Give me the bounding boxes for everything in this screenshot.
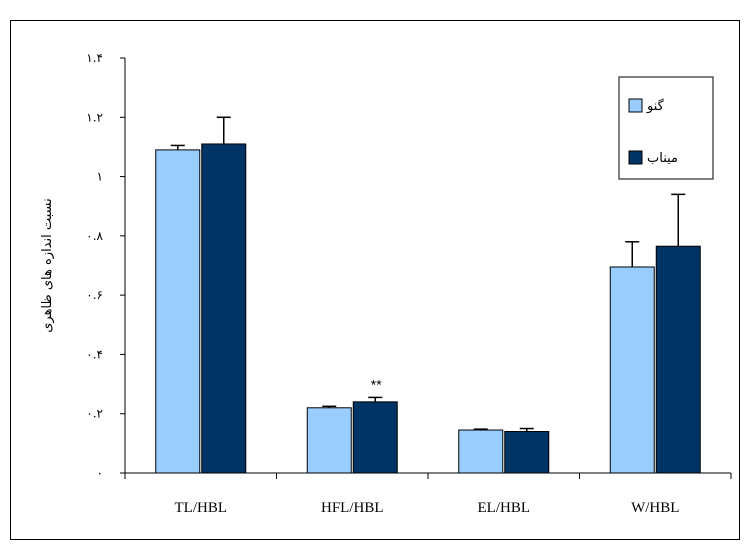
bar-chart: ۰ ۰.۲ ۰.۴ ۰.۶ ۰.۸ ۱ ۱.۲ ۱.۴ TL/HBL HFL/HBL EL/HBL… [40,51,732,516]
y-tick-label: ۰.۴ [86,347,103,361]
legend-swatch [628,98,643,113]
y-tick-label: ۰.۶ [86,288,103,302]
x-tick-label: HFL/HBL [321,500,384,516]
bar [655,245,701,474]
x-tick-label: EL/HBL [478,500,531,516]
bar [201,143,247,474]
y-tick-label: ۰ [97,466,103,480]
bar [352,401,398,474]
legend: گنو میناب [618,76,714,180]
y-tick-label: ۰.۲ [86,407,103,421]
y-axis-label: نسبت اندازه های ظاهری [40,198,55,333]
annotations: ** [371,376,382,392]
y-tick-label: ۰.۸ [86,229,103,243]
bar [155,149,201,474]
chart-frame: ۰ ۰.۲ ۰.۴ ۰.۶ ۰.۸ ۱ ۱.۲ ۱.۴ TL/HBL HFL/HBL EL/HBL… [10,20,740,540]
significance-annotation: ** [371,376,382,392]
x-tick-label: TL/HBL [175,500,228,516]
bar [609,266,655,474]
bars [155,116,701,474]
y-tick-label: ۱.۲ [86,110,103,124]
y-axis-ticks: ۰ ۰.۲ ۰.۴ ۰.۶ ۰.۸ ۱ ۱.۲ ۱.۴ [86,51,125,480]
bar [458,429,504,474]
y-tick-label: ۱.۴ [86,51,103,65]
legend-label: میناب [647,151,678,166]
legend-label: گنو [646,98,665,114]
x-tick-label: W/HBL [631,500,679,516]
bar [504,431,550,474]
y-tick-label: ۱ [97,170,103,184]
bar [306,407,352,474]
x-axis-ticks: TL/HBL HFL/HBL EL/HBL W/HBL [124,473,732,516]
legend-swatch [628,150,643,165]
